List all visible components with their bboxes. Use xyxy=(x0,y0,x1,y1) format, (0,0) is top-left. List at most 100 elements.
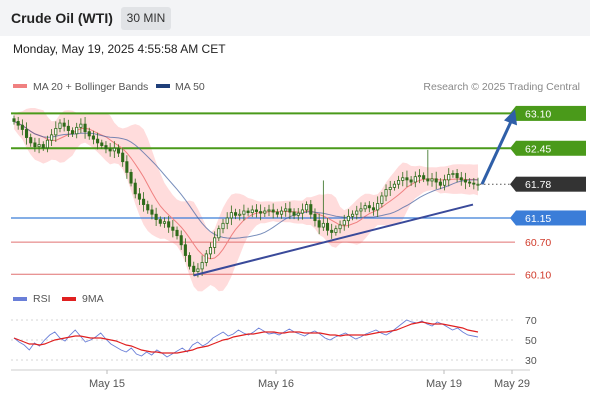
candle-body xyxy=(259,211,263,214)
candle-body xyxy=(54,128,58,136)
candle-body xyxy=(125,161,129,173)
timeframe-button[interactable]: 30 MIN xyxy=(121,7,171,30)
candle-body xyxy=(342,220,346,226)
candle-body xyxy=(359,208,363,212)
candle-body xyxy=(133,182,137,195)
candle-body xyxy=(238,213,242,216)
candle-body xyxy=(208,247,213,255)
trendline xyxy=(193,203,474,277)
candle-body xyxy=(434,178,438,183)
candle-body xyxy=(83,123,87,133)
level-tag-63.10 xyxy=(516,105,586,121)
candle-body xyxy=(455,173,459,179)
candle-body xyxy=(41,144,45,149)
level-tag-61.78 xyxy=(516,176,586,192)
rsi-ma-legend-label: 9MA xyxy=(82,293,104,305)
level-label-63.10: 63.10 xyxy=(525,108,551,120)
candle-body xyxy=(476,183,480,186)
candle-body xyxy=(29,137,33,144)
candle-body xyxy=(58,122,62,129)
candle-body xyxy=(384,189,388,197)
candle-body xyxy=(263,210,267,214)
candle-body xyxy=(200,262,204,270)
rsi-tick-70: 70 xyxy=(525,315,537,327)
candle-body xyxy=(388,187,392,190)
candle-body xyxy=(305,204,309,211)
candle-body xyxy=(213,237,217,248)
candle-body xyxy=(66,125,70,131)
candle-body xyxy=(371,207,376,211)
candle-body xyxy=(413,176,417,183)
candle-body xyxy=(50,134,54,141)
level-label-61.78: 61.78 xyxy=(525,179,551,191)
candle-body xyxy=(254,209,258,212)
candle-body xyxy=(367,205,371,209)
ma20-legend-swatch xyxy=(13,84,27,88)
candle-body xyxy=(196,268,200,272)
candle-body xyxy=(183,244,187,256)
candle-body xyxy=(422,175,426,180)
candle-body xyxy=(338,224,342,230)
candle-body xyxy=(62,122,66,127)
level-label-60.70: 60.70 xyxy=(525,237,551,249)
candle-body xyxy=(229,212,233,219)
candle-body xyxy=(116,147,121,154)
candle-body xyxy=(284,208,288,212)
candle-body xyxy=(112,147,116,152)
candle-body xyxy=(225,217,229,224)
candle-body xyxy=(33,142,37,148)
ma50-legend-swatch xyxy=(156,84,170,88)
header-bar xyxy=(0,0,590,36)
ma50-legend-label: MA 50 xyxy=(175,81,205,93)
candle-body xyxy=(430,178,434,182)
candle-body xyxy=(468,181,472,184)
candle-body xyxy=(87,131,91,137)
candle-body xyxy=(108,148,112,152)
candle-body xyxy=(37,144,41,148)
bollinger-band xyxy=(14,108,478,292)
candle-body xyxy=(250,209,254,214)
ma50-line xyxy=(13,120,478,239)
candle-body xyxy=(334,228,338,233)
candle-body xyxy=(330,229,334,233)
rsi-legend-swatch xyxy=(13,297,27,301)
rsi-tick-30: 30 xyxy=(525,355,537,367)
candle-body xyxy=(12,118,16,122)
candle-body xyxy=(20,124,24,130)
candle-body xyxy=(376,203,380,211)
candle-body xyxy=(234,212,238,216)
candle-body xyxy=(288,208,292,213)
candle-body xyxy=(275,211,279,215)
candle-body xyxy=(409,179,413,183)
candle-body xyxy=(451,173,455,175)
level-tag-arrow-62.45 xyxy=(510,140,516,156)
instrument-title: Crude Oil (WTI) xyxy=(11,10,113,26)
candle-body xyxy=(426,178,430,182)
candle-body xyxy=(150,209,154,215)
level-tag-61.15 xyxy=(516,210,586,226)
candle-body xyxy=(246,210,250,214)
candle-body xyxy=(242,210,246,215)
candle-body xyxy=(158,219,162,224)
candle-body xyxy=(70,130,75,135)
candle-body xyxy=(472,182,476,185)
candle-body xyxy=(405,177,409,181)
candle-body xyxy=(401,177,405,181)
forecast-arrow-line xyxy=(480,118,514,185)
ma20-legend-label: MA 20 + Bollinger Bands xyxy=(33,81,148,93)
level-label-60.10: 60.10 xyxy=(525,269,551,281)
chart-datetime: Monday, May 19, 2025 4:55:58 AM CET xyxy=(13,42,226,56)
level-label-62.45: 62.45 xyxy=(525,143,551,155)
candle-body xyxy=(363,205,367,210)
x-label-May-16: May 16 xyxy=(258,378,294,390)
candle-body xyxy=(129,171,133,184)
candle-body xyxy=(443,179,447,186)
candle-body xyxy=(317,220,321,228)
candle-body xyxy=(313,213,317,222)
candle-body xyxy=(25,129,29,138)
candle-body xyxy=(355,210,359,215)
candle-body xyxy=(104,145,108,150)
candle-body xyxy=(438,181,442,186)
candle-body xyxy=(162,221,167,224)
